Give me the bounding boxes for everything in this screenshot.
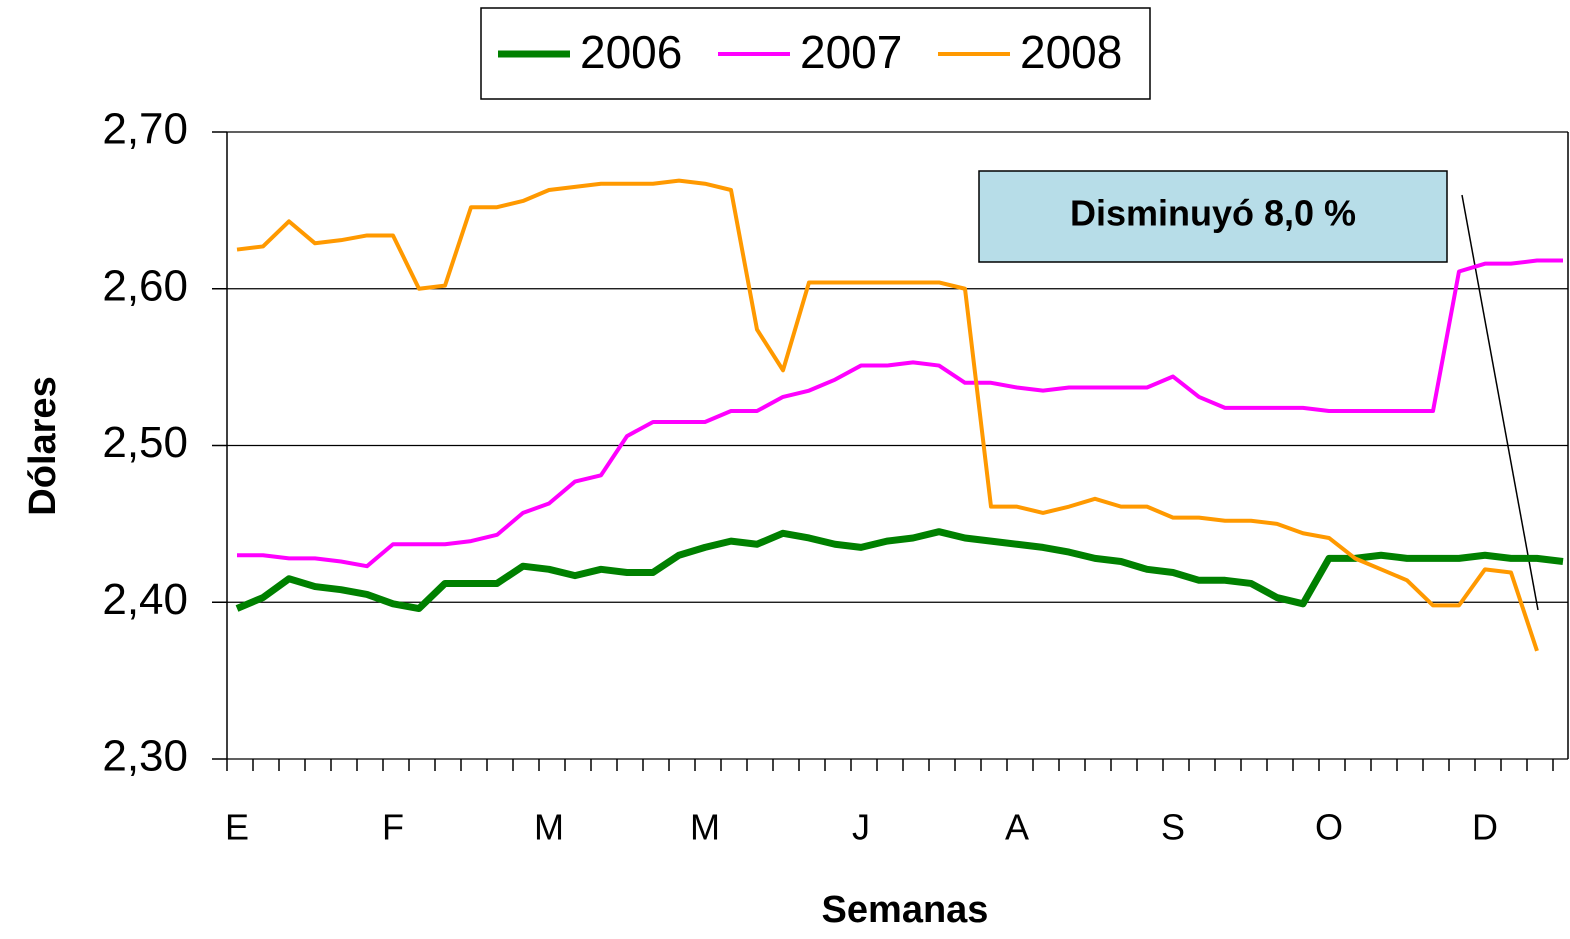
x-tick-label: S xyxy=(1161,807,1185,848)
x-tick-label: J xyxy=(852,807,870,848)
y-tick-label: 2,50 xyxy=(102,418,188,467)
x-tick-label: D xyxy=(1472,807,1498,848)
x-tick-label: M xyxy=(534,807,564,848)
x-tick-label: E xyxy=(225,807,249,848)
annotation-line xyxy=(1461,194,1539,611)
x-tick-label: M xyxy=(690,807,720,848)
line-series xyxy=(235,528,1564,613)
legend-label: 2007 xyxy=(800,26,902,78)
y-tick-label: 2,60 xyxy=(102,261,188,310)
x-tick-label: A xyxy=(1005,807,1029,848)
y-tick-label: 2,70 xyxy=(102,105,188,154)
y-tick-label: 2,40 xyxy=(102,575,188,624)
y-axis-title: Dólares xyxy=(22,376,64,515)
line-series xyxy=(237,258,1563,569)
legend-box xyxy=(480,7,1151,100)
legend-label: 2006 xyxy=(580,26,682,78)
x-axis-title: Semanas xyxy=(822,889,989,931)
y-tick-label: 2,30 xyxy=(102,732,188,781)
x-tick-label: F xyxy=(382,807,404,848)
x-tick-label: O xyxy=(1315,807,1343,848)
annotation-box xyxy=(978,170,1448,263)
annotation: Disminuyó 8,0 % xyxy=(1070,193,1356,234)
line-series xyxy=(236,178,1539,652)
legend-label: 2008 xyxy=(1020,26,1122,78)
